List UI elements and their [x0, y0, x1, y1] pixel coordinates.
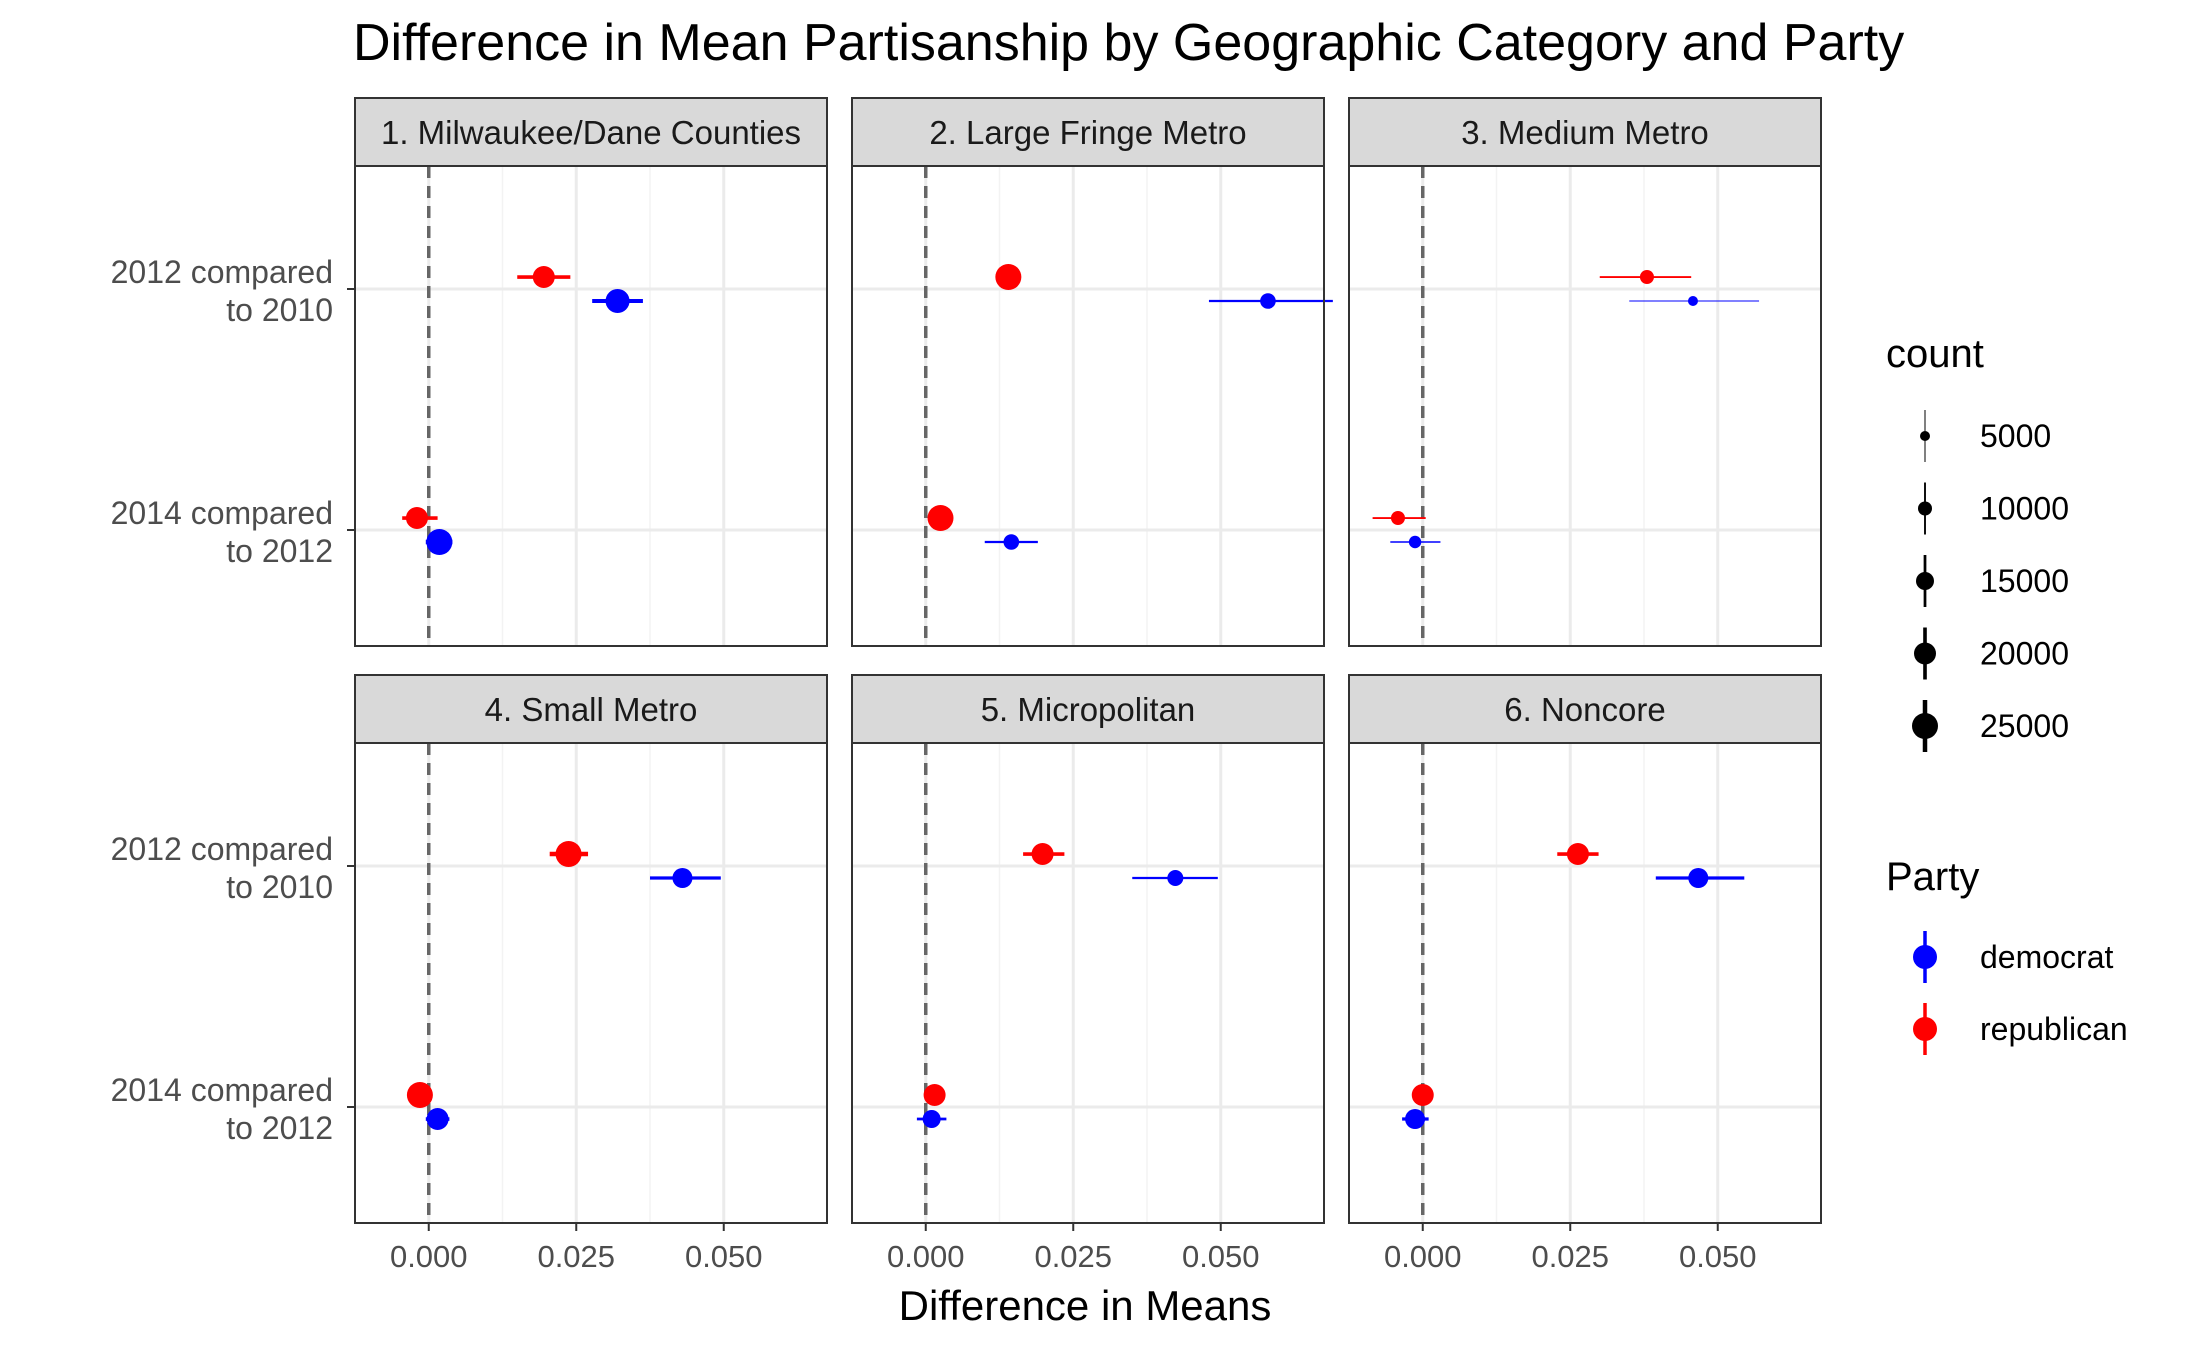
- panel-background: [1349, 743, 1821, 1223]
- data-point-republican: [927, 505, 954, 531]
- data-point-republican: [1566, 843, 1589, 865]
- legend: count 5000 10000 15000 20000 25000 Party democr…: [1886, 332, 2128, 1055]
- chart-title: Difference in Mean Partisanship by Geogr…: [353, 14, 1904, 72]
- legend-party-key: [1913, 945, 1937, 969]
- x-tick-label: 0.050: [1182, 1239, 1260, 1274]
- data-point-democrat: [426, 529, 453, 555]
- legend-count-key: [1918, 501, 1932, 516]
- data-point-democrat: [1688, 868, 1709, 888]
- panel-background: [1349, 166, 1821, 646]
- data-point-democrat: [1260, 293, 1276, 309]
- facet-panel: 1. Milwaukee/Dane Counties: [354, 97, 828, 647]
- facet-panel: 2. Large Fringe Metro: [851, 97, 1333, 647]
- facet-panel: 3. Medium Metro: [1348, 97, 1822, 647]
- panel-background: [355, 166, 827, 646]
- legend-count-key: [1916, 572, 1934, 590]
- legend-party-key: [1913, 1017, 1937, 1041]
- data-point-republican: [555, 841, 582, 867]
- data-point-republican: [532, 266, 555, 288]
- x-tick-label: 0.000: [1384, 1239, 1462, 1274]
- facet-strip: [354, 674, 828, 744]
- data-point-republican: [1639, 270, 1654, 284]
- facet-strip-label: 1. Milwaukee/Dane Counties: [381, 114, 801, 151]
- x-tick-label: 0.000: [390, 1239, 468, 1274]
- y-tick-label: 2012 compared to 2010: [111, 254, 333, 328]
- x-tick-label: 0.050: [685, 1239, 763, 1274]
- data-point-democrat: [922, 1110, 941, 1128]
- legend-count-key: [1914, 642, 1936, 665]
- panel-border: [851, 165, 1325, 647]
- facet-panels: 1. Milwaukee/Dane Counties 2. Large Fring…: [354, 97, 1822, 1274]
- facet-strip: [1348, 97, 1822, 167]
- legend-count-title: count: [1886, 332, 1984, 376]
- x-axis-label: Difference in Means: [899, 1282, 1272, 1329]
- facet-strip-label: 3. Medium Metro: [1461, 114, 1709, 151]
- data-point-republican: [923, 1084, 946, 1106]
- panel-background: [852, 743, 1324, 1223]
- panel-background: [852, 166, 1324, 646]
- data-point-republican: [1390, 511, 1405, 525]
- facet-strip-label: 2. Large Fringe Metro: [929, 114, 1246, 151]
- legend-count-label: 10000: [1980, 491, 2069, 527]
- x-tick-label: 0.050: [1679, 1239, 1757, 1274]
- x-tick-label: 0.025: [1034, 1239, 1112, 1274]
- panel-border: [851, 742, 1325, 1224]
- data-point-democrat: [1003, 534, 1020, 550]
- facet-strip: [354, 97, 828, 167]
- legend-count-label: 25000: [1980, 708, 2069, 744]
- y-tick-label: 2014 compared to 2012: [111, 1072, 333, 1146]
- facet-strip: [851, 674, 1325, 744]
- legend-count-key: [1920, 431, 1930, 441]
- data-point-democrat: [1405, 1109, 1426, 1129]
- y-axis: 2012 compared to 2010 2014 compared to 2012…: [111, 254, 355, 1146]
- legend-party-label: republican: [1980, 1011, 2128, 1047]
- facet-strip-label: 4. Small Metro: [485, 691, 698, 728]
- panel-background: [355, 743, 827, 1223]
- data-point-republican: [995, 264, 1022, 290]
- data-point-democrat: [1687, 296, 1698, 306]
- data-point-democrat: [672, 868, 693, 888]
- data-point-republican: [406, 1082, 433, 1108]
- data-point-republican: [1411, 1084, 1434, 1106]
- facet-strip: [1348, 674, 1822, 744]
- data-point-democrat: [605, 289, 630, 313]
- legend-count-label: 20000: [1980, 636, 2069, 672]
- legend-party-title: Party: [1886, 855, 1979, 899]
- panel-border: [354, 742, 828, 1224]
- data-point-democrat: [1167, 870, 1184, 886]
- data-point-democrat: [426, 1108, 449, 1130]
- x-tick-label: 0.025: [1531, 1239, 1609, 1274]
- x-tick-label: 0.000: [887, 1239, 965, 1274]
- facet-strip-label: 5. Micropolitan: [981, 691, 1196, 728]
- facet-panel: 5. Micropolitan 0.000 0.025 0.050: [851, 674, 1325, 1274]
- facet-strip-label: 6. Noncore: [1504, 691, 1665, 728]
- legend-party-label: democrat: [1980, 939, 2114, 975]
- panel-border: [1348, 742, 1822, 1224]
- y-tick-label: 2014 compared to 2012: [111, 495, 333, 569]
- facet-panel: 4. Small Metro 0.000 0.025 0.050: [354, 674, 828, 1274]
- x-tick-label: 0.025: [537, 1239, 615, 1274]
- panel-border: [354, 165, 828, 647]
- panel-border: [1348, 165, 1822, 647]
- legend-count-label: 5000: [1980, 418, 2051, 454]
- legend-count-key: [1912, 713, 1938, 739]
- facet-panel: 6. Noncore 0.000 0.025 0.050: [1348, 674, 1822, 1274]
- data-point-republican: [1031, 843, 1054, 865]
- data-point-democrat: [1408, 535, 1422, 549]
- data-point-republican: [405, 507, 428, 529]
- y-tick-label: 2012 compared to 2010: [111, 831, 333, 905]
- legend-count-label: 15000: [1980, 563, 2069, 599]
